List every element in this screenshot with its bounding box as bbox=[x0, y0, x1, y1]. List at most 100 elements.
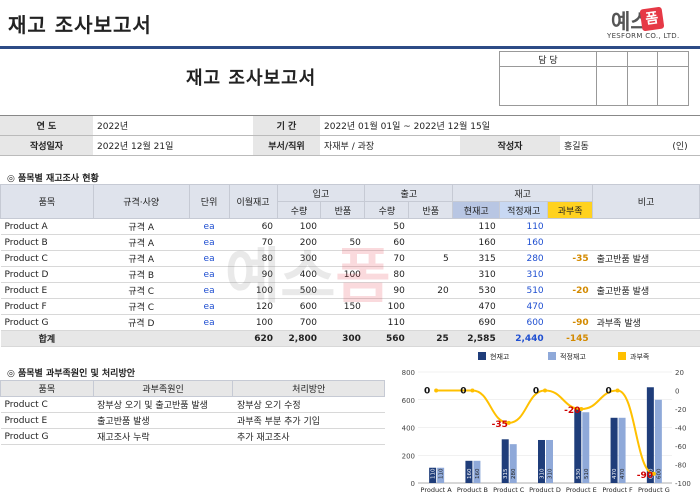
row-spec[interactable]: 규격 A bbox=[93, 234, 190, 251]
approval-slot[interactable] bbox=[595, 51, 628, 67]
row-out-qty[interactable]: 90 bbox=[364, 282, 409, 299]
row-in-ret[interactable] bbox=[320, 282, 365, 299]
row-prev[interactable]: 60 bbox=[229, 218, 278, 235]
row-unit[interactable]: ea bbox=[189, 234, 230, 251]
row-proper[interactable]: 470 bbox=[499, 298, 548, 315]
row-note[interactable] bbox=[592, 298, 700, 315]
row-shortage[interactable]: -35 bbox=[547, 250, 593, 267]
row-out-ret[interactable] bbox=[408, 234, 453, 251]
row-in-ret[interactable] bbox=[320, 314, 365, 331]
row-current[interactable]: 690 bbox=[452, 314, 500, 331]
row-current[interactable]: 470 bbox=[452, 298, 500, 315]
row-item[interactable]: Product B bbox=[0, 234, 94, 251]
row-shortage[interactable] bbox=[547, 218, 593, 235]
row-note[interactable]: 과부족 발생 bbox=[592, 314, 700, 331]
signature-cell[interactable] bbox=[499, 66, 597, 106]
row-item[interactable]: Product E bbox=[0, 282, 94, 299]
row-in-qty[interactable]: 400 bbox=[277, 266, 321, 283]
row-current[interactable]: 310 bbox=[452, 266, 500, 283]
cause-action[interactable]: 추가 재고조사 bbox=[232, 428, 385, 445]
row-note[interactable] bbox=[592, 266, 700, 283]
row-prev[interactable]: 90 bbox=[229, 266, 278, 283]
row-out-ret[interactable]: 5 bbox=[408, 250, 453, 267]
row-item[interactable]: Product D bbox=[0, 266, 94, 283]
row-spec[interactable]: 규격 D bbox=[93, 314, 190, 331]
row-item[interactable]: Product A bbox=[0, 218, 94, 235]
cause-item[interactable]: Product E bbox=[0, 412, 94, 429]
row-in-ret[interactable] bbox=[320, 218, 365, 235]
row-in-qty[interactable]: 300 bbox=[277, 250, 321, 267]
row-proper[interactable]: 510 bbox=[499, 282, 548, 299]
row-unit[interactable]: ea bbox=[189, 218, 230, 235]
row-out-qty[interactable]: 80 bbox=[364, 266, 409, 283]
cause-action[interactable]: 과부족 부분 추가 기입 bbox=[232, 412, 385, 429]
row-shortage[interactable] bbox=[547, 298, 593, 315]
row-spec[interactable]: 규격 C bbox=[93, 298, 190, 315]
row-out-ret[interactable] bbox=[408, 298, 453, 315]
approval-slot[interactable] bbox=[626, 51, 659, 67]
row-current[interactable]: 160 bbox=[452, 234, 500, 251]
row-current[interactable]: 530 bbox=[452, 282, 500, 299]
row-shortage[interactable]: -90 bbox=[547, 314, 593, 331]
row-proper[interactable]: 160 bbox=[499, 234, 548, 251]
row-current[interactable]: 315 bbox=[452, 250, 500, 267]
row-item[interactable]: Product F bbox=[0, 298, 94, 315]
row-in-ret[interactable] bbox=[320, 250, 365, 267]
row-spec[interactable]: 규격 A bbox=[93, 218, 190, 235]
cause-text[interactable]: 재고조사 누락 bbox=[93, 428, 233, 445]
row-out-qty[interactable]: 70 bbox=[364, 250, 409, 267]
row-proper[interactable]: 280 bbox=[499, 250, 548, 267]
row-note[interactable] bbox=[592, 218, 700, 235]
row-proper[interactable]: 600 bbox=[499, 314, 548, 331]
row-unit[interactable]: ea bbox=[189, 298, 230, 315]
row-out-ret[interactable] bbox=[408, 266, 453, 283]
row-note[interactable]: 출고반품 발생 bbox=[592, 250, 700, 267]
row-out-ret[interactable] bbox=[408, 314, 453, 331]
row-prev[interactable]: 80 bbox=[229, 250, 278, 267]
row-shortage[interactable] bbox=[547, 266, 593, 283]
row-proper[interactable]: 310 bbox=[499, 266, 548, 283]
row-in-ret[interactable]: 100 bbox=[320, 266, 365, 283]
row-in-qty[interactable]: 500 bbox=[277, 282, 321, 299]
row-current[interactable]: 110 bbox=[452, 218, 500, 235]
row-shortage[interactable] bbox=[547, 234, 593, 251]
row-prev[interactable]: 70 bbox=[229, 234, 278, 251]
year-value[interactable]: 2022년 bbox=[93, 115, 253, 136]
row-note[interactable] bbox=[592, 234, 700, 251]
dept-value[interactable]: 자재부 / 과장 bbox=[320, 135, 460, 156]
row-out-ret[interactable]: 20 bbox=[408, 282, 453, 299]
row-prev[interactable]: 100 bbox=[229, 314, 278, 331]
row-in-qty[interactable]: 200 bbox=[277, 234, 321, 251]
date-value[interactable]: 2022년 12월 21일 bbox=[93, 135, 253, 156]
period-value[interactable]: 2022년 01월 01일 ~ 2022년 12월 15일 bbox=[320, 115, 700, 136]
cause-action[interactable]: 장부상 오기 수정 bbox=[232, 396, 385, 413]
row-out-qty[interactable]: 100 bbox=[364, 298, 409, 315]
row-in-ret[interactable]: 150 bbox=[320, 298, 365, 315]
row-spec[interactable]: 규격 C bbox=[93, 282, 190, 299]
cause-text[interactable]: 출고반품 발생 bbox=[93, 412, 233, 429]
row-out-qty[interactable]: 50 bbox=[364, 218, 409, 235]
row-spec[interactable]: 규격 B bbox=[93, 266, 190, 283]
row-spec[interactable]: 규격 A bbox=[93, 250, 190, 267]
row-out-qty[interactable]: 110 bbox=[364, 314, 409, 331]
row-proper[interactable]: 110 bbox=[499, 218, 548, 235]
signature-cell[interactable] bbox=[595, 66, 628, 106]
row-item[interactable]: Product G bbox=[0, 314, 94, 331]
row-shortage[interactable]: -20 bbox=[547, 282, 593, 299]
row-unit[interactable]: ea bbox=[189, 314, 230, 331]
row-unit[interactable]: ea bbox=[189, 282, 230, 299]
cause-item[interactable]: Product C bbox=[0, 396, 94, 413]
approval-slot[interactable] bbox=[657, 51, 689, 67]
row-note[interactable]: 출고반품 발생 bbox=[592, 282, 700, 299]
cause-item[interactable]: Product G bbox=[0, 428, 94, 445]
row-in-ret[interactable]: 50 bbox=[320, 234, 365, 251]
row-in-qty[interactable]: 100 bbox=[277, 218, 321, 235]
row-unit[interactable]: ea bbox=[189, 266, 230, 283]
row-prev[interactable]: 100 bbox=[229, 282, 278, 299]
signature-cell[interactable] bbox=[657, 66, 689, 106]
cause-text[interactable]: 장부상 오기 및 출고반품 발생 bbox=[93, 396, 233, 413]
signature-cell[interactable] bbox=[626, 66, 659, 106]
row-in-qty[interactable]: 600 bbox=[277, 298, 321, 315]
row-in-qty[interactable]: 700 bbox=[277, 314, 321, 331]
row-item[interactable]: Product C bbox=[0, 250, 94, 267]
